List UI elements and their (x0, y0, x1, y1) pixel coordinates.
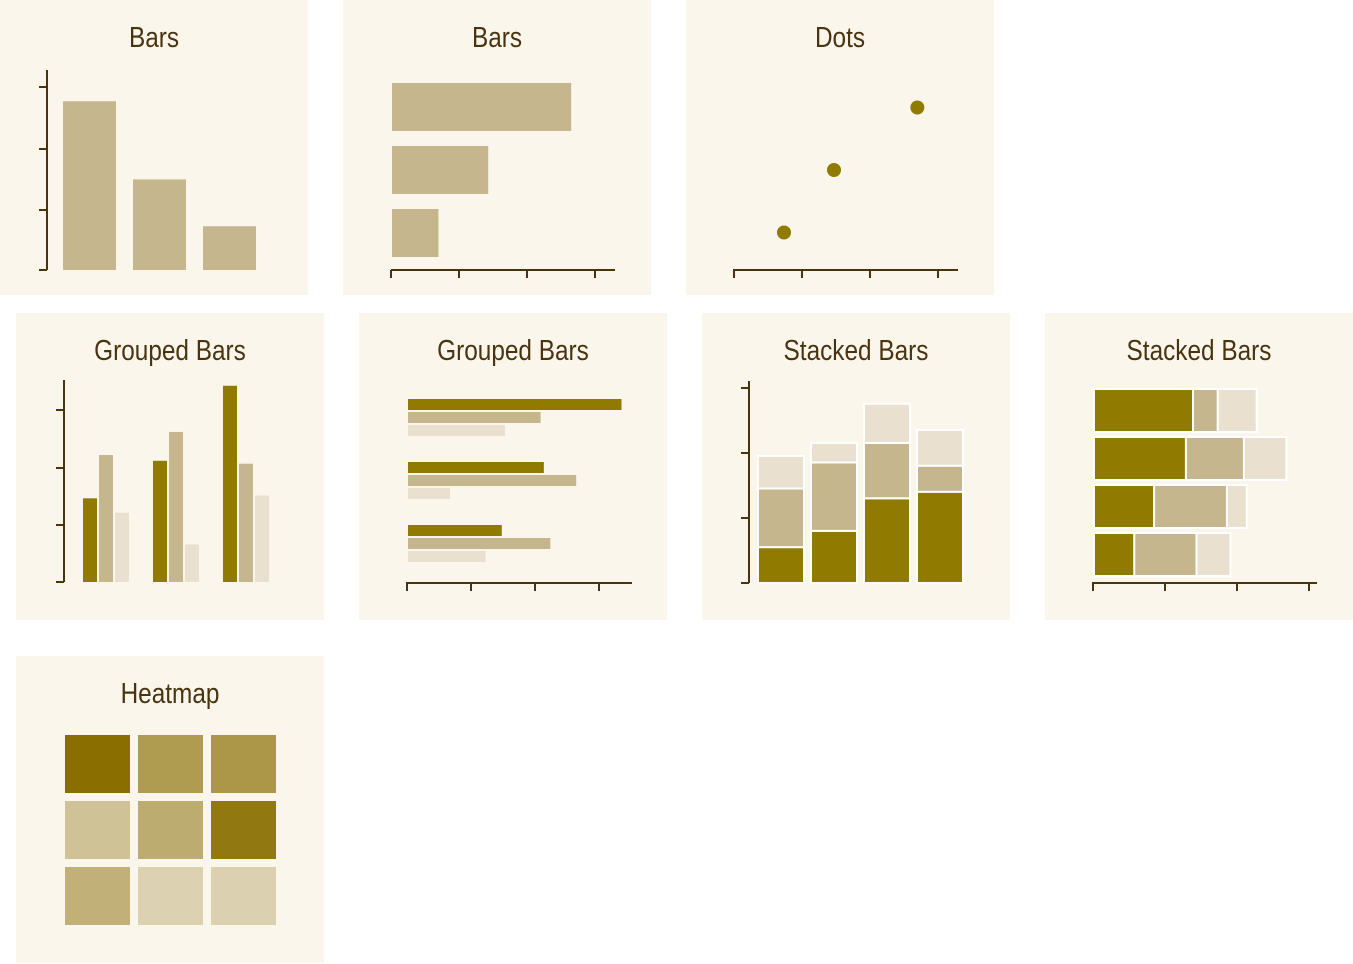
bars-horizontal-plot (390, 83, 615, 278)
bar (408, 525, 502, 536)
chart-title: Grouped Bars (94, 335, 246, 367)
bar-segment (863, 497, 911, 585)
bar-segment (1225, 484, 1248, 529)
bar-segment (1093, 484, 1156, 529)
bar-segment (1184, 436, 1245, 481)
bar-segment (916, 428, 964, 467)
heatmap-cell (138, 801, 203, 859)
bar (203, 226, 256, 270)
bar-segment (810, 529, 858, 585)
chart-title: Dots (814, 22, 866, 54)
bar-segment (757, 546, 805, 584)
heatmap-cell (138, 867, 203, 925)
bar-segment (810, 461, 858, 532)
bar-segment (1216, 388, 1258, 433)
heatmap-cell (65, 735, 130, 793)
chart-panel-grouped-vertical: Grouped Bars (16, 313, 324, 620)
bars-vertical-plot (39, 70, 256, 271)
bar (408, 462, 544, 473)
bar-segment (1242, 436, 1288, 481)
chart-title: Bars (471, 22, 523, 54)
bar (115, 512, 129, 582)
data-point (910, 100, 925, 115)
stacked-vertical-plot (741, 381, 964, 585)
bar-segment (757, 454, 805, 490)
data-point (777, 225, 791, 240)
bar (408, 412, 541, 423)
bar-segment (1093, 436, 1187, 481)
chart-panel-stacked-vertical: Stacked Bars (702, 313, 1010, 620)
chart-panel-heatmap: Heatmap (16, 656, 324, 963)
heatmap-plot (65, 735, 276, 925)
bar-segment (757, 487, 805, 549)
bar (408, 488, 451, 499)
chart-panel-bars-vertical: Bars (0, 0, 308, 295)
heatmap-cell (65, 867, 130, 925)
chart-panel-bars-horizontal: Bars (343, 0, 651, 295)
bar (99, 455, 113, 582)
bar (83, 498, 97, 582)
bar-segment (863, 441, 911, 500)
bar (392, 146, 489, 194)
bar-segment (1093, 388, 1195, 433)
bar-segment (1192, 388, 1219, 433)
bar (185, 544, 199, 582)
bar (408, 538, 551, 549)
bar-segment (863, 402, 911, 444)
heatmap-cell (65, 801, 130, 859)
heatmap-cell (211, 735, 276, 793)
bar-segment (810, 441, 858, 464)
bar (255, 495, 269, 582)
bar (153, 460, 167, 582)
chart-panel-grouped-horizontal: Grouped Bars (359, 313, 667, 620)
grouped-vertical-plot (56, 380, 269, 583)
chart-panel-stacked-horizontal: Stacked Bars (1045, 313, 1353, 620)
bar (239, 463, 253, 582)
bar (223, 385, 237, 582)
chart-title: Heatmap (120, 678, 220, 710)
bar (169, 431, 183, 582)
bar (133, 179, 186, 270)
chart-panel-dots: Dots (686, 0, 994, 295)
bar-segment (916, 464, 964, 493)
chart-title: Grouped Bars (437, 335, 589, 367)
bar-segment (1133, 532, 1198, 577)
bar (408, 425, 506, 436)
bar-segment (1093, 532, 1136, 577)
grouped-horizontal-plot (406, 399, 632, 591)
bar-segment (916, 490, 964, 585)
chart-title: Bars (128, 22, 180, 54)
bar (392, 209, 439, 257)
bar (408, 551, 486, 562)
heatmap-cell (138, 735, 203, 793)
data-point (827, 163, 841, 177)
bar-segment (1153, 484, 1228, 529)
bar (408, 475, 577, 486)
stacked-horizontal-plot (1092, 388, 1317, 591)
bar (63, 101, 116, 270)
bar-segment (1195, 532, 1232, 577)
heatmap-cell (211, 801, 276, 859)
bar (408, 399, 622, 410)
chart-title: Stacked Bars (1126, 335, 1272, 367)
bar (392, 83, 572, 131)
heatmap-cell (211, 867, 276, 925)
dots-plot (733, 100, 958, 278)
chart-title: Stacked Bars (783, 335, 929, 367)
